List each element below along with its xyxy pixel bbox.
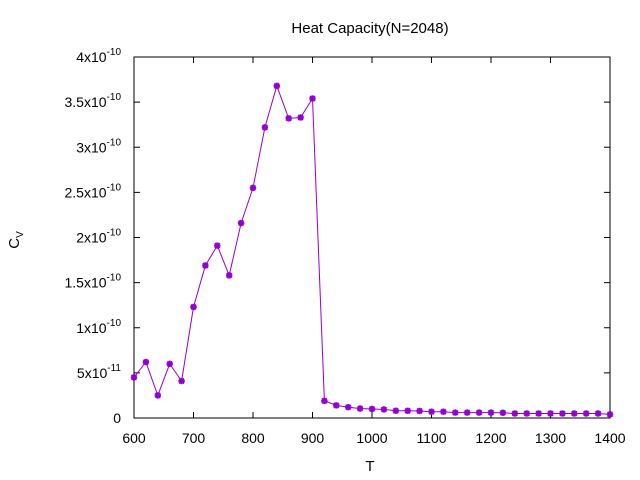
y-tick-label: 2x10-10 [76,228,121,246]
data-point [166,360,173,368]
plot-frame [133,56,611,419]
data-point [416,407,423,415]
data-point [535,410,542,417]
series-group [130,82,614,418]
y-axis: 0 5x10-11 1x10-10 1.5x10-10 2x10-10 2.5x10-10… [65,47,610,426]
chart-title: Heat Capacity(N=2048) [291,20,448,37]
data-point [321,397,328,405]
data-point [285,115,292,122]
data-point [523,410,530,417]
x-tick-label: 900 [301,430,325,446]
data-point [297,114,304,121]
y-tick-label: 4x10-10 [76,47,121,65]
data-point [190,303,197,311]
x-tick-label: 700 [182,430,206,446]
x-tick-label: 800 [241,430,265,446]
x-tick-label: 1100 [416,430,446,446]
y-axis-label-sub: V [15,231,26,238]
y-tick-label: 1x10-10 [76,318,121,336]
x-axis: 600 700 800 900 1000 1100 1200 1300 1400 [122,57,626,446]
data-point [404,407,411,414]
data-point [428,408,435,415]
data-point [464,409,471,416]
y-tick-label: 2.5x10-10 [65,182,122,200]
data-point [511,410,518,417]
data-point [487,409,495,416]
y-axis-label: CV [6,231,26,249]
y-tick-label: 5x10-11 [77,363,122,381]
y-tick-label: 0 [113,410,121,426]
data-point [273,82,280,90]
y-tick-label: 1.5x10-10 [65,273,122,291]
data-point [475,409,483,416]
data-point [345,403,352,411]
plot-border [133,56,611,419]
x-tick-label: 600 [122,430,146,446]
y-tick-label: 3x10-10 [76,137,121,155]
data-point [226,272,233,279]
data-point [214,242,221,249]
data-point [130,374,138,381]
data-point [606,411,614,418]
data-point [142,358,150,366]
x-tick-label: 1200 [475,430,506,446]
data-point [178,377,185,385]
series-line [133,84,611,415]
y-axis-label-main: C [6,238,23,249]
data-point [309,95,316,102]
data-point [392,407,399,414]
data-point [547,410,554,417]
data-point [249,184,257,192]
data-point [356,405,364,412]
data-point [380,406,388,413]
data-point [559,410,566,417]
data-point [499,409,507,416]
x-tick-label: 1400 [594,430,625,446]
data-point [594,410,602,417]
data-point [452,409,459,416]
data-point [440,408,447,415]
data-point [237,219,245,227]
data-point [261,124,269,131]
data-point [333,402,340,409]
data-point [571,410,578,417]
data-point [583,410,590,417]
y-tick-label: 3.5x10-10 [65,92,122,110]
data-point [154,392,161,399]
data-point [368,405,376,413]
x-tick-label: 1300 [535,430,566,446]
x-tick-label: 1000 [356,430,387,446]
x-axis-label: T [365,458,374,475]
data-point [202,262,209,269]
